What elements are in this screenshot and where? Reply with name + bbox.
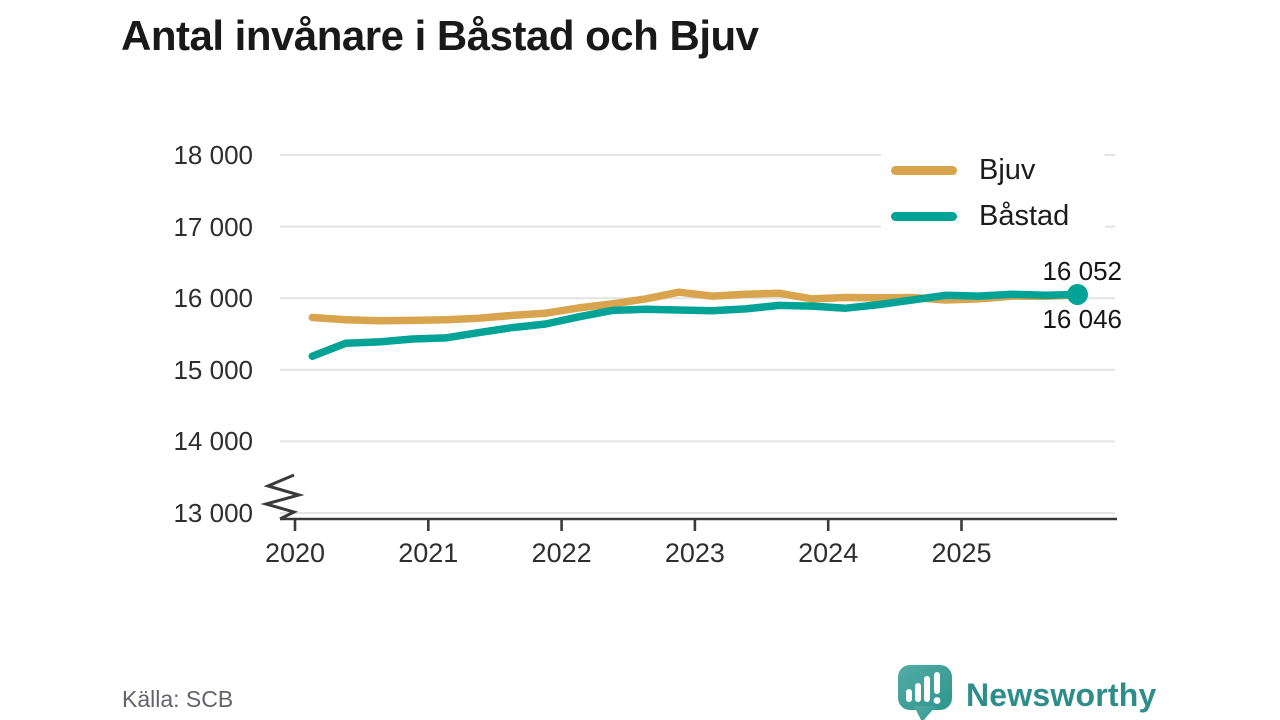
y-axis-tick-label: 18 000 — [173, 140, 253, 170]
newsworthy-branding: Newsworthy — [896, 662, 1156, 720]
x-axis-tick-label: 2023 — [664, 538, 725, 568]
x-axis-tick-label: 2025 — [931, 538, 992, 568]
legend: Bjuv Båstad — [881, 148, 1105, 238]
y-axis-tick-label: 14 000 — [173, 426, 253, 457]
legend-label-bjuv: Bjuv — [979, 153, 1036, 186]
x-axis-tick-label: 2024 — [798, 538, 859, 568]
end-value-label-bjuv: 16 046 — [1042, 304, 1122, 334]
x-axis-tick-label: 2021 — [398, 538, 459, 568]
newsworthy-logo-icon — [898, 665, 952, 720]
y-axis-tick-label: 17 000 — [173, 211, 253, 242]
newsworthy-logo-text: Newsworthy — [966, 676, 1157, 713]
legend-swatch-bastad — [891, 211, 957, 221]
x-axis-tick-label: 2020 — [264, 538, 326, 568]
legend-label-bastad: Båstad — [979, 199, 1070, 232]
legend-item-bastad: Båstad — [881, 196, 1105, 236]
legend-swatch-bjuv — [891, 165, 957, 175]
y-axis-tick-label: 15 000 — [173, 354, 253, 385]
y-axis-tick-label: 13 000 — [173, 498, 253, 528]
x-axis-tick-label: 2022 — [531, 538, 592, 568]
y-axis-tick-label: 16 000 — [173, 283, 253, 314]
end-value-label-bastad: 16 052 — [1042, 256, 1122, 286]
chart-title: Antal invånare i Båstad och Bjuv — [121, 12, 759, 59]
source-note: Källa: SCB — [122, 686, 234, 712]
legend-item-bjuv: Bjuv — [881, 150, 1105, 190]
